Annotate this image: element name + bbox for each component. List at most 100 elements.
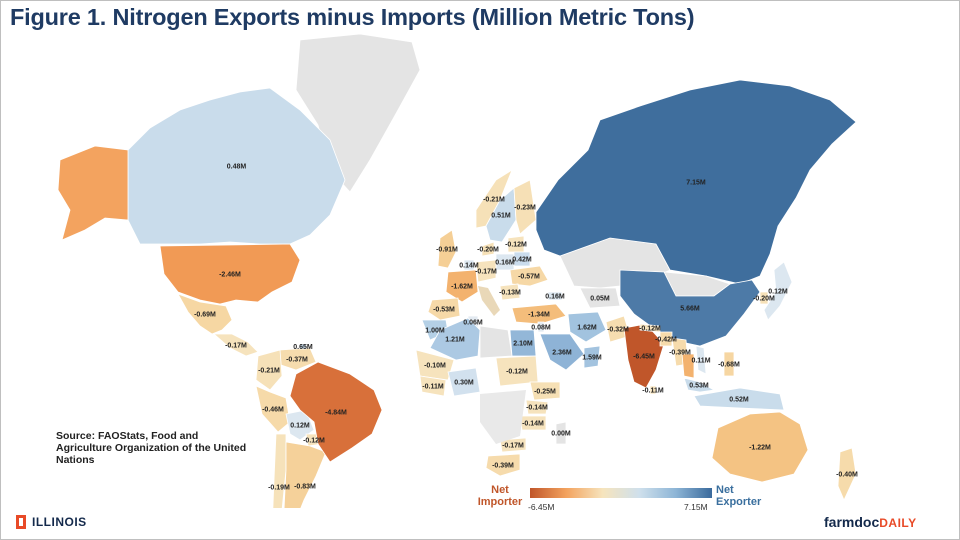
region-oman[interactable] [583,345,601,369]
region-ukraine[interactable] [509,265,549,287]
value-label-south-africa: -0.39M [492,463,514,470]
value-label-myanmar: -0.39M [669,350,691,357]
legend-exporter-label: Net Exporter [716,484,762,508]
value-label-saudi-arabia: 2.36M [552,350,572,357]
value-label-morocco: 1.00M [425,328,445,335]
value-label-georgia: 0.16M [545,294,565,301]
value-label-poland: 0.16M [495,260,515,267]
region-saudi-arabia[interactable] [539,333,585,371]
value-label-baltics: -0.12M [505,242,527,249]
region-kenya[interactable] [525,399,549,415]
value-label-russia: 7.15M [686,180,706,187]
value-label-philippines: -0.68M [718,362,740,369]
value-label-mali: -0.10M [424,363,446,370]
farmdoc-daily-logo: farmdocDAILY [824,514,917,530]
region-chile[interactable] [272,433,287,508]
region-turkmenistan[interactable] [579,287,621,309]
illinois-wordmark: ILLINOIS [32,515,87,529]
region-argentina[interactable] [283,441,327,508]
region-united-states[interactable] [159,243,301,305]
illinois-i-icon [16,515,26,529]
value-label-zambia: -0.17M [502,443,524,450]
value-label-oman: 1.59M [582,355,602,362]
value-label-uk: -0.91M [436,247,458,254]
region-indonesia[interactable] [693,387,785,411]
region-mexico[interactable] [177,293,233,335]
value-label-central-america: -0.17M [225,343,247,350]
region-libya[interactable] [479,325,513,359]
region-ivory-coast[interactable] [419,375,447,397]
value-label-turkey: -1.34M [528,312,550,319]
region-trinidad[interactable] [299,343,307,350]
color-legend: Net Importer Net Exporter -6.45M 7.15M [470,482,762,522]
value-label-belarus: 0.42M [512,257,532,264]
region-new-zealand[interactable] [837,447,857,501]
value-label-paraguay: -0.12M [303,438,325,445]
region-denmark[interactable] [481,241,495,257]
value-label-denmark: -0.20M [477,247,499,254]
region-madagascar[interactable] [555,421,567,445]
region-russia[interactable] [535,79,857,285]
value-label-china: 5.66M [680,306,700,313]
region-germany[interactable] [475,259,497,283]
region-brazil[interactable] [289,361,383,463]
value-label-sudan: -0.12M [506,369,528,376]
region-central-africa[interactable] [480,390,526,444]
region-australia[interactable] [711,411,809,483]
region-alaska[interactable] [57,145,129,241]
region-iran[interactable] [567,311,607,343]
value-label-turkmenistan: 0.05M [590,296,610,303]
legend-max-value: 7.15M [684,502,708,512]
region-ethiopia[interactable] [529,381,561,401]
region-spain[interactable] [427,297,461,321]
region-finland[interactable] [513,179,537,235]
region-israel[interactable] [537,321,545,333]
legend-gradient-bar [530,488,712,498]
region-mali[interactable] [415,349,455,381]
region-nigeria[interactable] [447,367,481,397]
region-belarus[interactable] [513,251,531,267]
region-france[interactable] [445,269,479,303]
region-georgia[interactable] [547,291,563,301]
region-colombia[interactable] [255,349,283,391]
value-label-nigeria: 0.30M [454,380,474,387]
region-philippines[interactable] [723,351,735,377]
value-label-egypt: 2.10M [513,341,533,348]
value-label-bangladesh: -0.42M [655,337,677,344]
region-japan[interactable] [763,261,793,321]
value-label-pakistan: -0.32M [607,327,629,334]
illinois-logo: ILLINOIS [16,514,87,530]
value-label-ukraine: -0.57M [518,274,540,281]
value-label-korea: -0.20M [753,296,775,303]
value-label-tunisia: 0.06M [463,320,483,327]
region-thailand[interactable] [681,353,695,379]
region-malaysia[interactable] [683,377,716,393]
value-label-ethiopia: -0.25M [534,389,556,396]
value-label-sri-lanka: -0.11M [642,388,664,395]
region-south-africa[interactable] [485,453,521,477]
value-label-vietnam: 0.11M [691,358,710,365]
value-label-norway: -0.21M [483,197,505,204]
world-choropleth-map: 0.48M -2.46M -0.69M -0.17M -0.37M 0.65M -0.21M… [57,33,858,508]
region-bangladesh[interactable] [659,331,673,347]
region-italy[interactable] [478,286,500,316]
value-label-united-states: -2.46M [219,272,241,279]
region-algeria[interactable] [429,317,481,361]
value-label-colombia: -0.21M [258,368,280,375]
region-turkey[interactable] [511,303,567,325]
region-central-america[interactable] [212,333,259,357]
region-sri-lanka[interactable] [649,385,657,395]
region-uk[interactable] [437,229,457,269]
value-label-algeria: 1.21M [445,337,465,344]
value-label-mexico: -0.69M [194,312,216,319]
region-zambia[interactable] [499,437,527,453]
value-label-france: -1.62M [451,284,473,291]
value-label-new-zealand: -0.40M [836,472,858,479]
region-romania[interactable] [499,283,521,301]
value-label-kenya: -0.14M [526,405,548,412]
region-vietnam[interactable] [695,345,707,375]
value-label-tanzania: -0.14M [522,421,544,428]
farmdoc-wordmark: farmdoc [824,514,880,530]
region-canada[interactable] [127,87,346,245]
source-note: Source: FAOStats, Food and Agriculture O… [56,430,247,466]
